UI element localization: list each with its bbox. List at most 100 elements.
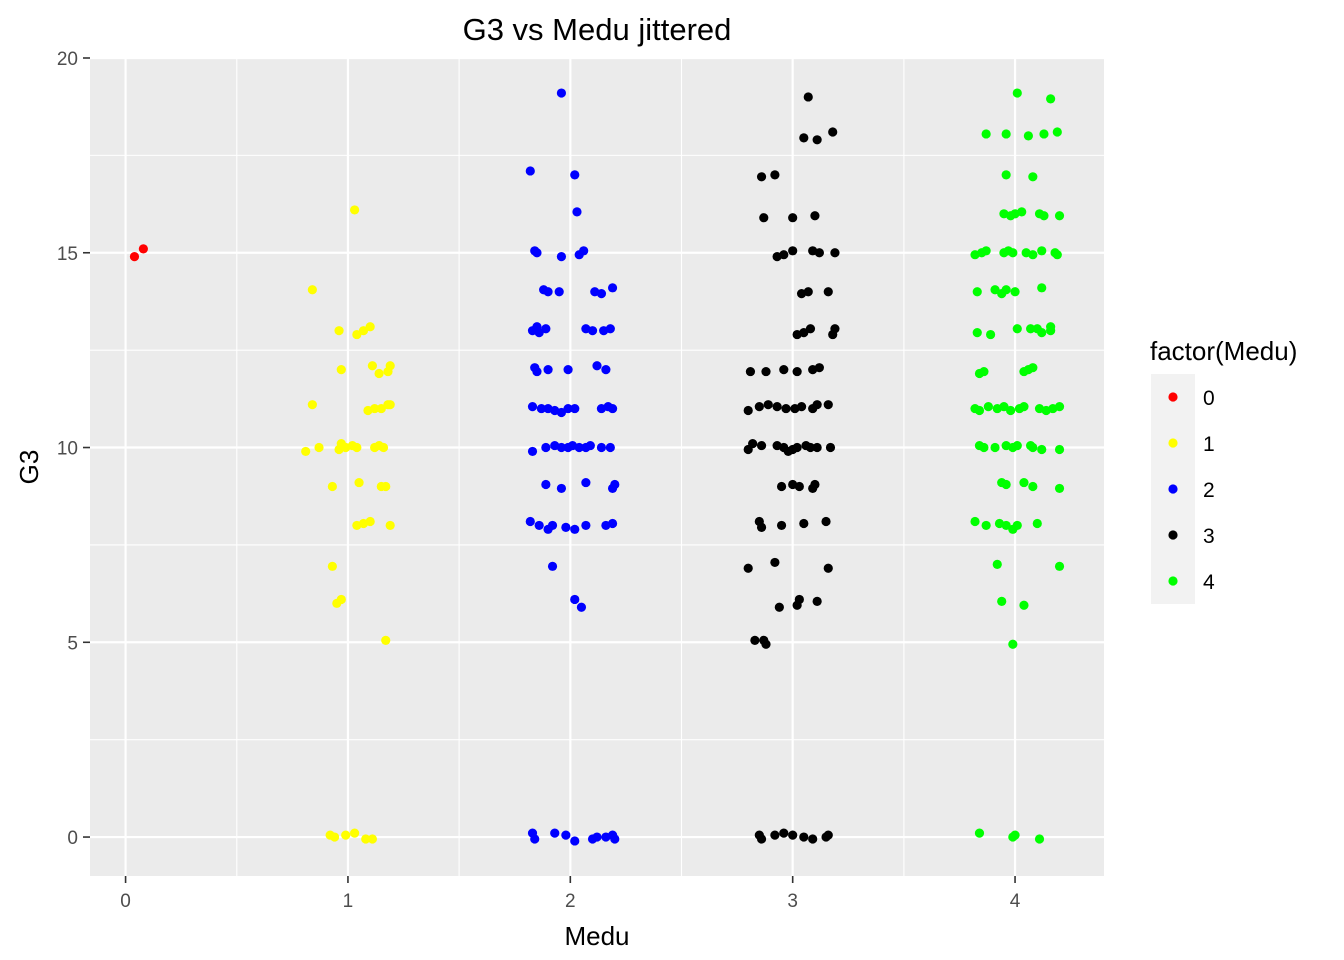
data-point	[1019, 477, 1029, 488]
data-point	[754, 402, 764, 412]
data-point	[1052, 127, 1062, 137]
legend-key-point	[1168, 438, 1178, 448]
data-point	[1046, 94, 1056, 104]
data-point	[803, 287, 813, 297]
series-3	[743, 92, 840, 844]
data-point	[748, 439, 758, 449]
data-point	[974, 828, 985, 838]
legend-label: 4	[1203, 571, 1215, 594]
data-point	[547, 520, 558, 531]
data-point	[563, 365, 573, 375]
data-point	[1028, 481, 1038, 492]
data-point	[534, 328, 544, 338]
data-point	[779, 365, 789, 375]
data-point	[527, 446, 538, 457]
data-point	[981, 520, 991, 531]
data-point	[756, 834, 767, 844]
data-point	[352, 442, 362, 453]
data-point	[605, 324, 615, 334]
data-point	[981, 246, 991, 256]
data-point	[350, 205, 360, 215]
x-tick-label: 2	[565, 891, 576, 912]
data-point	[1001, 170, 1011, 180]
data-point	[1037, 328, 1047, 338]
data-point	[378, 442, 389, 453]
data-point	[825, 442, 836, 453]
data-point	[1023, 131, 1033, 141]
data-point	[381, 481, 391, 492]
data-point	[1037, 246, 1047, 256]
data-point	[788, 830, 798, 840]
data-point	[1006, 405, 1016, 416]
data-point	[592, 361, 602, 371]
x-axis-title: Medu	[564, 921, 629, 951]
data-point	[541, 324, 551, 334]
data-point	[830, 248, 840, 258]
data-point	[1010, 287, 1020, 297]
data-point	[812, 135, 822, 145]
data-point	[812, 442, 822, 453]
legend-label: 2	[1203, 479, 1215, 502]
data-point	[541, 442, 551, 453]
data-point	[970, 516, 980, 527]
legend: factor(Medu) 0 1 2 3 4	[1150, 336, 1297, 604]
data-point	[974, 405, 985, 416]
data-point	[1028, 442, 1038, 453]
data-point	[1039, 129, 1049, 139]
data-point	[805, 442, 816, 453]
data-point	[610, 479, 620, 490]
data-point	[770, 170, 780, 180]
data-point	[556, 88, 567, 98]
data-point	[585, 440, 595, 451]
x-tick-label: 0	[120, 891, 131, 912]
minor-gridlines	[90, 58, 1104, 876]
data-point	[570, 594, 580, 605]
data-point	[814, 248, 824, 258]
data-point	[365, 516, 375, 527]
data-point	[805, 324, 816, 334]
data-point	[1054, 561, 1065, 571]
data-point	[534, 520, 544, 531]
data-point	[1039, 211, 1049, 221]
data-point	[352, 329, 362, 340]
data-point	[330, 832, 340, 842]
data-point	[1012, 88, 1022, 98]
data-point	[543, 287, 553, 297]
data-point	[532, 248, 542, 258]
data-point	[972, 328, 982, 338]
series-1	[301, 205, 395, 844]
series-4	[970, 88, 1065, 844]
data-point	[808, 834, 818, 844]
data-point	[561, 522, 571, 532]
data-point	[799, 832, 809, 842]
series-2	[525, 88, 620, 846]
data-point	[385, 520, 395, 531]
data-point	[1012, 440, 1022, 451]
data-point	[776, 481, 787, 492]
data-point	[803, 92, 813, 102]
data-point	[772, 402, 782, 412]
data-point	[799, 518, 809, 529]
data-point	[788, 246, 798, 256]
series-0	[129, 244, 148, 262]
data-point	[530, 834, 540, 844]
legend-item-0: 0	[1151, 374, 1215, 420]
legend-title: factor(Medu)	[1150, 336, 1297, 366]
data-point	[1054, 211, 1065, 221]
data-point	[979, 442, 989, 453]
data-point	[307, 400, 317, 410]
data-point	[770, 557, 780, 568]
data-point	[794, 594, 804, 605]
legend-item-4: 4	[1151, 558, 1215, 604]
data-point	[563, 403, 573, 414]
data-point	[759, 213, 769, 223]
data-point	[1054, 402, 1065, 412]
data-point	[1001, 285, 1011, 295]
data-point	[574, 442, 584, 453]
data-point	[997, 596, 1007, 606]
x-axis: 0 1 2 3 4	[120, 876, 1021, 912]
data-point	[1026, 324, 1036, 334]
data-point	[999, 402, 1009, 412]
data-point	[788, 213, 798, 223]
data-point	[556, 442, 567, 453]
